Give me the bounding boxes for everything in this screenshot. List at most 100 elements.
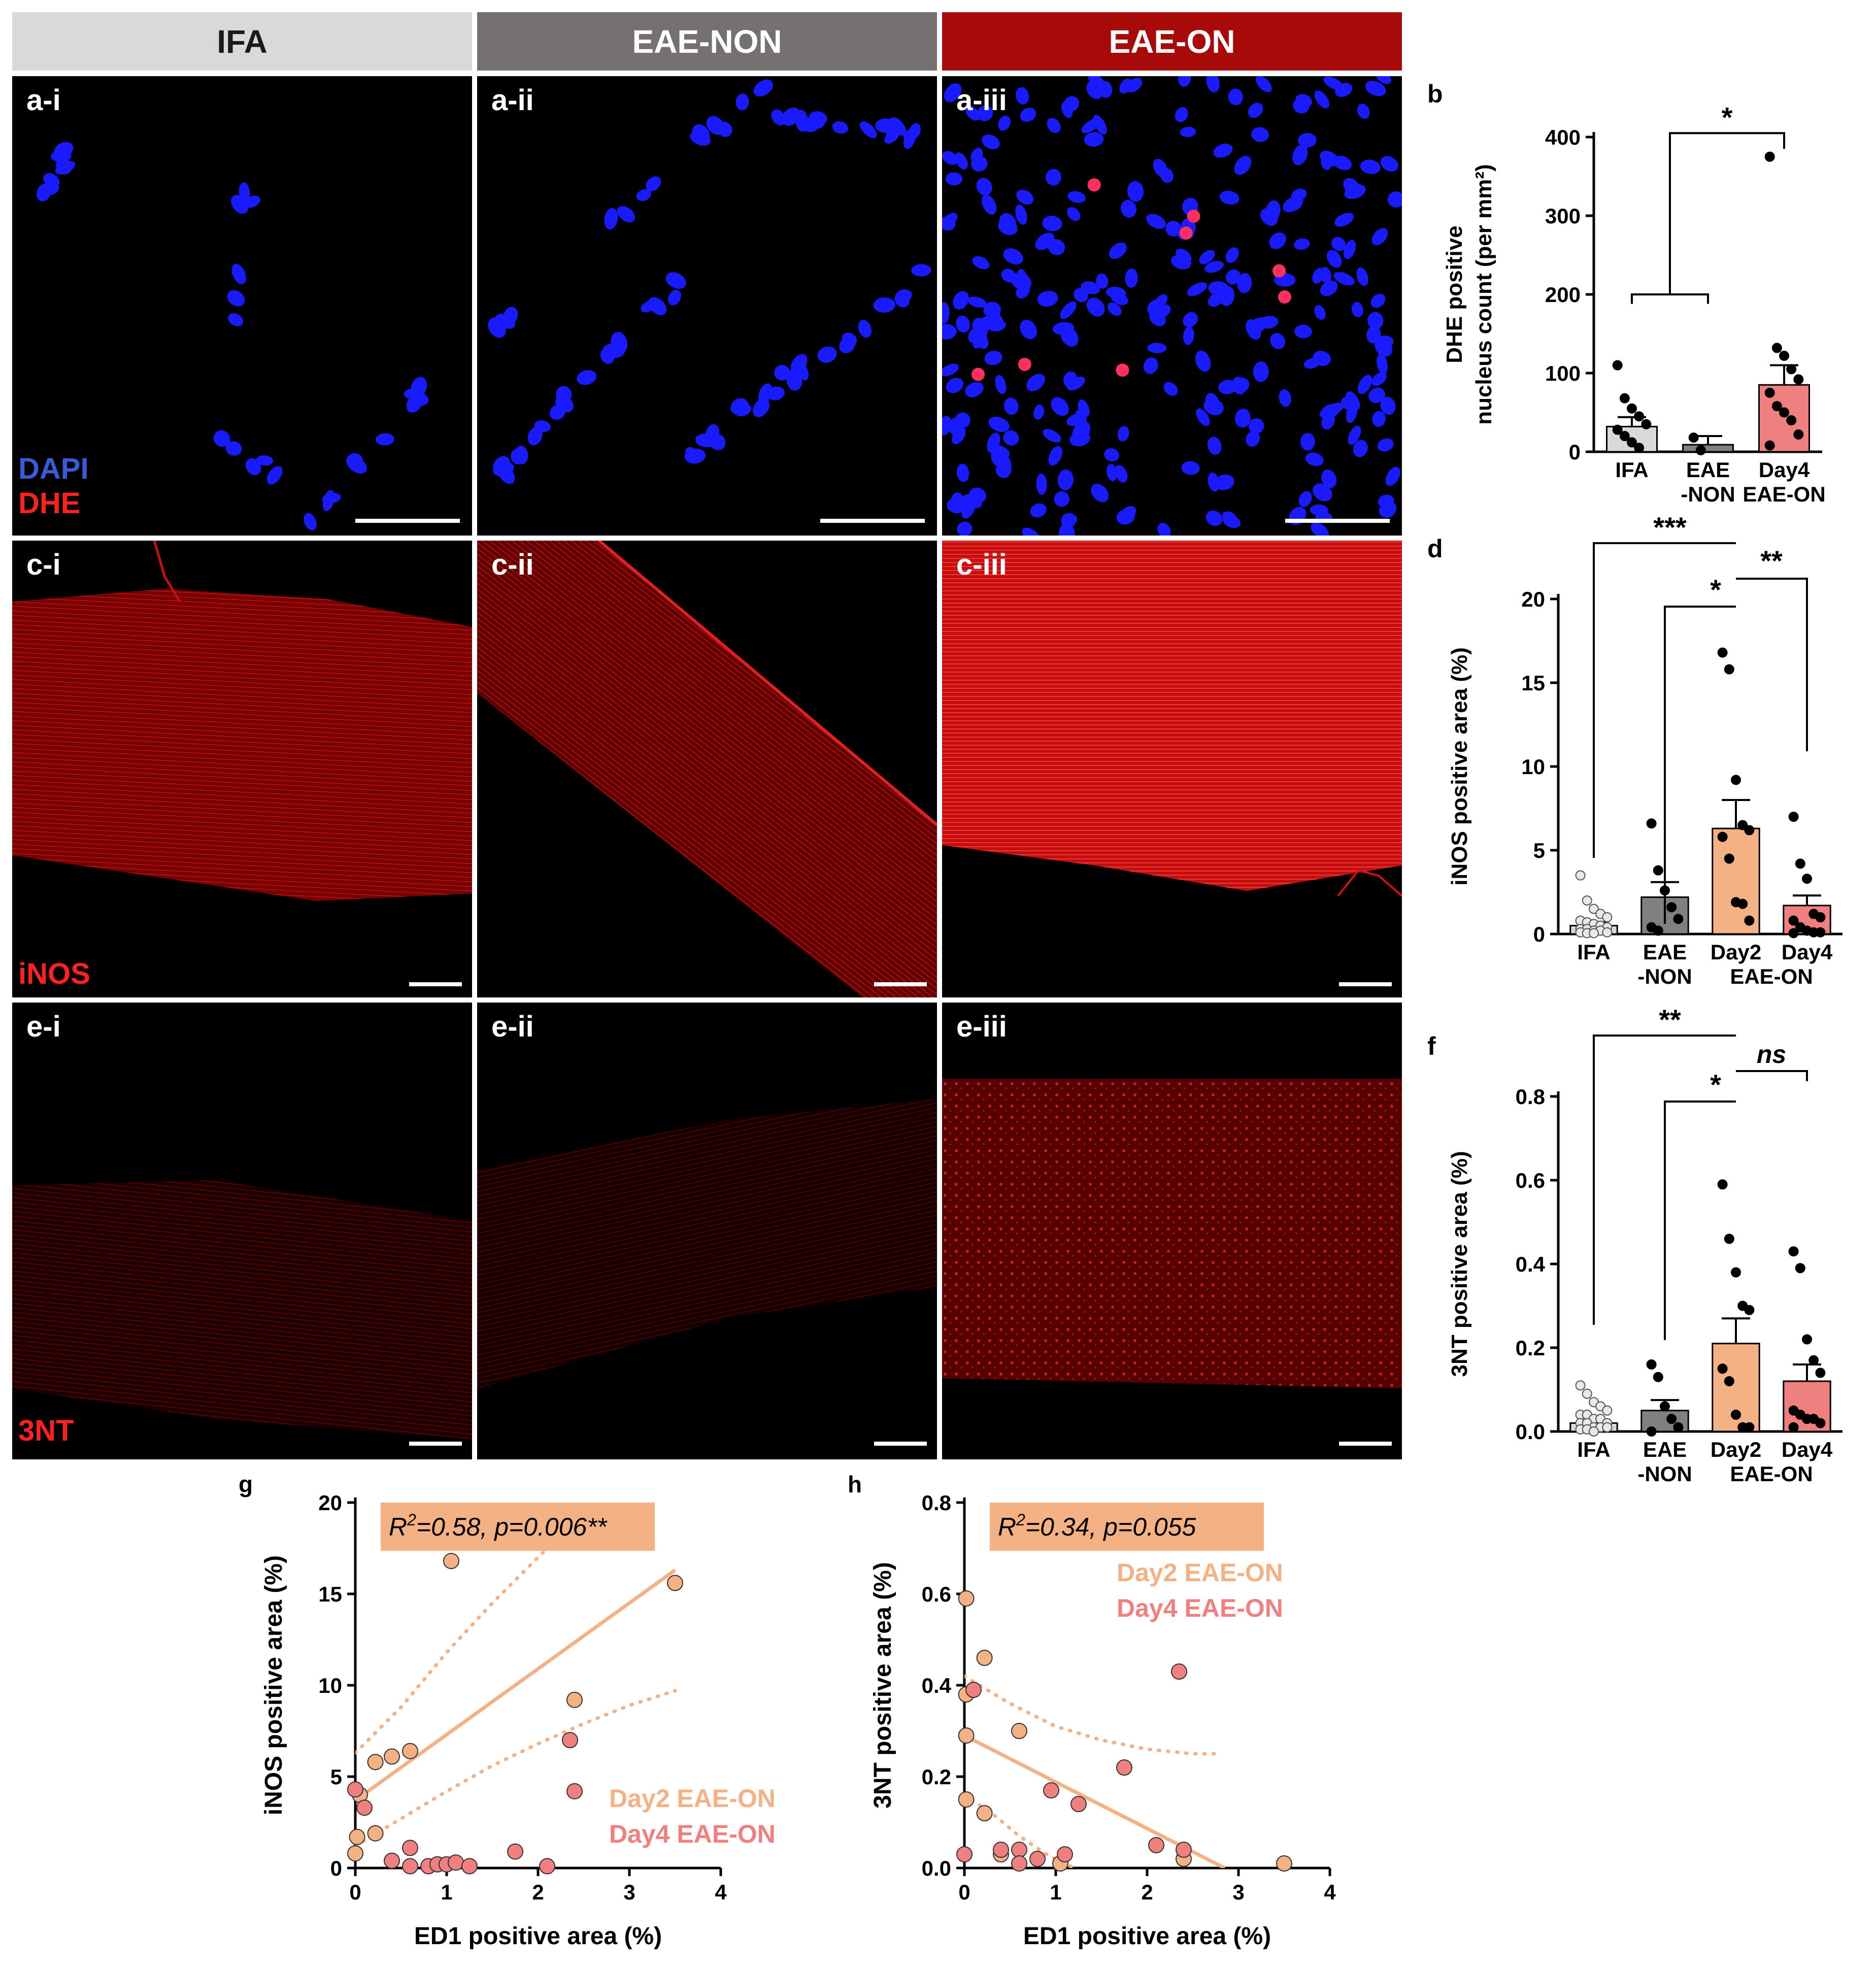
nucleus	[404, 388, 420, 399]
nucleus	[1370, 293, 1386, 308]
nucleus	[1147, 343, 1167, 353]
nucleus	[1016, 87, 1029, 105]
legend-entry: Day2 EAE-ON	[1117, 1558, 1283, 1587]
y-axis-label: nucleus count (per mm²)	[1471, 164, 1496, 424]
nucleus	[709, 434, 726, 450]
nucleus	[1366, 325, 1381, 344]
data-point	[1660, 1401, 1670, 1412]
nucleus	[1300, 432, 1315, 451]
panel-label-c-ii: c-ii	[491, 548, 534, 581]
data-point	[1744, 1422, 1755, 1432]
data-point	[1815, 927, 1826, 938]
x-tick-label: -NON	[1681, 482, 1735, 506]
y-tick-label: 10	[1521, 755, 1545, 779]
y-tick-label: 0	[1533, 922, 1545, 946]
data-point	[443, 1553, 459, 1570]
nucleus	[1312, 268, 1324, 284]
nucleus	[1367, 312, 1384, 329]
x-tick-label: 4	[715, 1880, 727, 1904]
nucleus	[266, 465, 283, 485]
data-point	[1575, 1380, 1586, 1391]
nucleus	[1205, 510, 1223, 526]
nucleus	[967, 296, 987, 308]
significance-mark: *	[1722, 101, 1733, 133]
data-point	[1793, 429, 1804, 440]
data-point	[1808, 1355, 1819, 1365]
micrograph-c-ii: c-ii	[477, 541, 937, 997]
nucleus	[1314, 90, 1329, 109]
data-point	[1673, 1422, 1684, 1432]
micrograph-e-ii: e-ii	[477, 1003, 937, 1459]
data-point	[965, 1682, 982, 1698]
nucleus	[488, 317, 506, 338]
nucleus	[213, 430, 230, 447]
data-point	[1612, 424, 1623, 435]
nucleus	[895, 289, 912, 303]
nucleus	[1203, 398, 1224, 416]
nucleus	[1106, 463, 1118, 481]
nucleus	[1251, 127, 1269, 142]
data-point	[1815, 1418, 1826, 1428]
data-point	[1737, 898, 1748, 909]
nucleus	[1314, 305, 1326, 320]
scale-bar	[1285, 519, 1390, 523]
data-point	[539, 1858, 555, 1875]
nucleus	[648, 297, 667, 315]
nucleus	[1380, 396, 1396, 415]
data-point	[1029, 1851, 1046, 1867]
annotation-rest: =0.34, p=0.055	[1025, 1513, 1196, 1541]
nucleus	[1365, 81, 1386, 96]
significance-mark: **	[1760, 545, 1783, 577]
nucleus	[1036, 473, 1047, 495]
y-axis-label: 3NT positive area (%)	[869, 1562, 896, 1808]
nucleus	[1319, 407, 1339, 418]
nucleus	[1003, 248, 1023, 264]
y-tick-label: 0	[330, 1856, 342, 1880]
nucleus	[55, 161, 76, 175]
micrograph-c-i: c-i iNOS	[12, 541, 472, 997]
data-point	[1724, 853, 1734, 864]
nucleus	[771, 109, 786, 126]
group-label: EAE-ON	[1730, 1462, 1813, 1486]
data-point	[1815, 1368, 1826, 1378]
y-tick-label: 0.4	[922, 1674, 952, 1697]
nucleus	[706, 116, 725, 135]
panel-letter: g	[239, 1471, 253, 1497]
significance-bracket	[1593, 542, 1736, 858]
nucleus	[758, 383, 773, 404]
data-point	[1641, 419, 1652, 429]
data-point	[356, 1799, 373, 1816]
nucleus	[956, 463, 969, 482]
nucleus	[1175, 107, 1188, 122]
data-point	[1619, 393, 1630, 404]
nerve-tissue	[12, 1180, 472, 1439]
nucleus	[976, 178, 992, 195]
nucleus	[1385, 466, 1400, 486]
nucleus	[982, 134, 1000, 150]
nucleus	[1222, 511, 1237, 524]
panel-label-a-ii: a-ii	[491, 84, 534, 117]
annotation-rest: =0.58, p=0.006**	[416, 1513, 608, 1541]
dhe-positive-nucleus	[1272, 264, 1286, 278]
nucleus	[942, 302, 950, 324]
nucleus	[1030, 503, 1047, 518]
chart-g: g 0 5 10 15 20 0 1 2 3 4 ED1 positive area (%) iNOS …	[239, 1471, 776, 1950]
nucleus	[735, 93, 749, 111]
y-tick-label: 5	[1533, 839, 1545, 862]
bar	[1682, 444, 1734, 453]
nucleus	[1037, 290, 1058, 307]
y-tick-label: 400	[1545, 125, 1581, 149]
nerve-tissue	[477, 1099, 937, 1388]
nucleus	[577, 370, 597, 385]
x-tick-label: 0	[349, 1880, 361, 1904]
nucleus	[956, 315, 970, 333]
nucleus	[1292, 144, 1308, 165]
nuclei-field	[942, 76, 1402, 536]
nucleus	[1048, 239, 1065, 255]
data-point	[1646, 818, 1657, 829]
x-tick-label: IFA	[1577, 940, 1610, 964]
nucleus	[54, 142, 74, 158]
nucleus	[995, 375, 1007, 394]
nucleus	[1388, 191, 1402, 208]
x-tick-label: -NON	[1637, 1462, 1692, 1486]
